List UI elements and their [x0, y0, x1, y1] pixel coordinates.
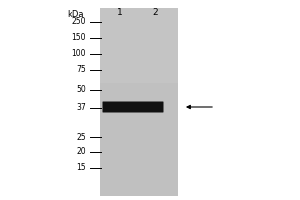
Text: 50: 50 [76, 86, 86, 95]
Bar [100, 8, 178, 83]
Bar [100, 8, 178, 196]
Text: kDa: kDa [68, 10, 84, 19]
Text: 2: 2 [152, 8, 158, 17]
Text: 250: 250 [71, 18, 86, 26]
FancyBboxPatch shape [103, 102, 164, 112]
Text: 20: 20 [76, 148, 86, 156]
Text: 15: 15 [76, 164, 86, 172]
Text: 25: 25 [76, 132, 86, 142]
Text: 100: 100 [71, 49, 86, 58]
Text: 150: 150 [71, 33, 86, 43]
Text: 37: 37 [76, 104, 86, 112]
Text: 75: 75 [76, 66, 86, 74]
Text: 1: 1 [117, 8, 123, 17]
